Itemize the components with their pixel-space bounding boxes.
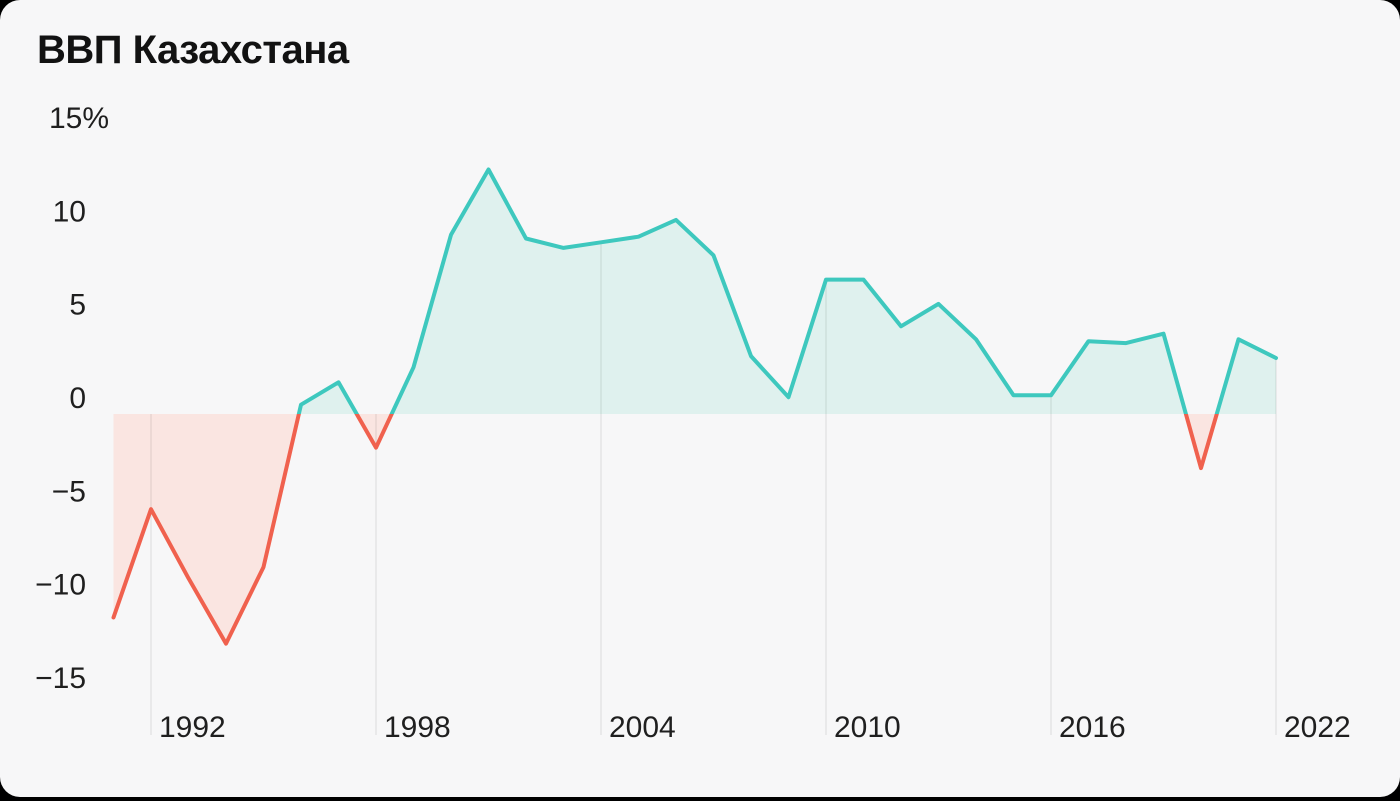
area-fill-negative xyxy=(113,414,1276,644)
y-axis-label: −5 xyxy=(52,475,86,508)
area-fill-positive xyxy=(113,169,1276,414)
x-axis-label: 2010 xyxy=(834,711,901,744)
x-axis-label: 2004 xyxy=(609,711,676,744)
y-axis-label: 10 xyxy=(53,195,86,228)
gdp-line-positive xyxy=(296,167,1278,414)
x-axis-label: 2022 xyxy=(1284,711,1351,744)
y-axis-label: −10 xyxy=(35,569,86,602)
y-axis-label: 0 xyxy=(69,382,86,415)
y-axis-label: −15 xyxy=(35,662,86,695)
chart-title: ВВП Казахстана xyxy=(37,28,349,72)
x-axis-label: 1998 xyxy=(384,711,451,744)
y-axis-label: 5 xyxy=(69,289,86,322)
x-axis-label: 2016 xyxy=(1059,711,1126,744)
y-axis-label: 15% xyxy=(49,102,109,135)
x-axis-label: 1992 xyxy=(159,711,226,744)
